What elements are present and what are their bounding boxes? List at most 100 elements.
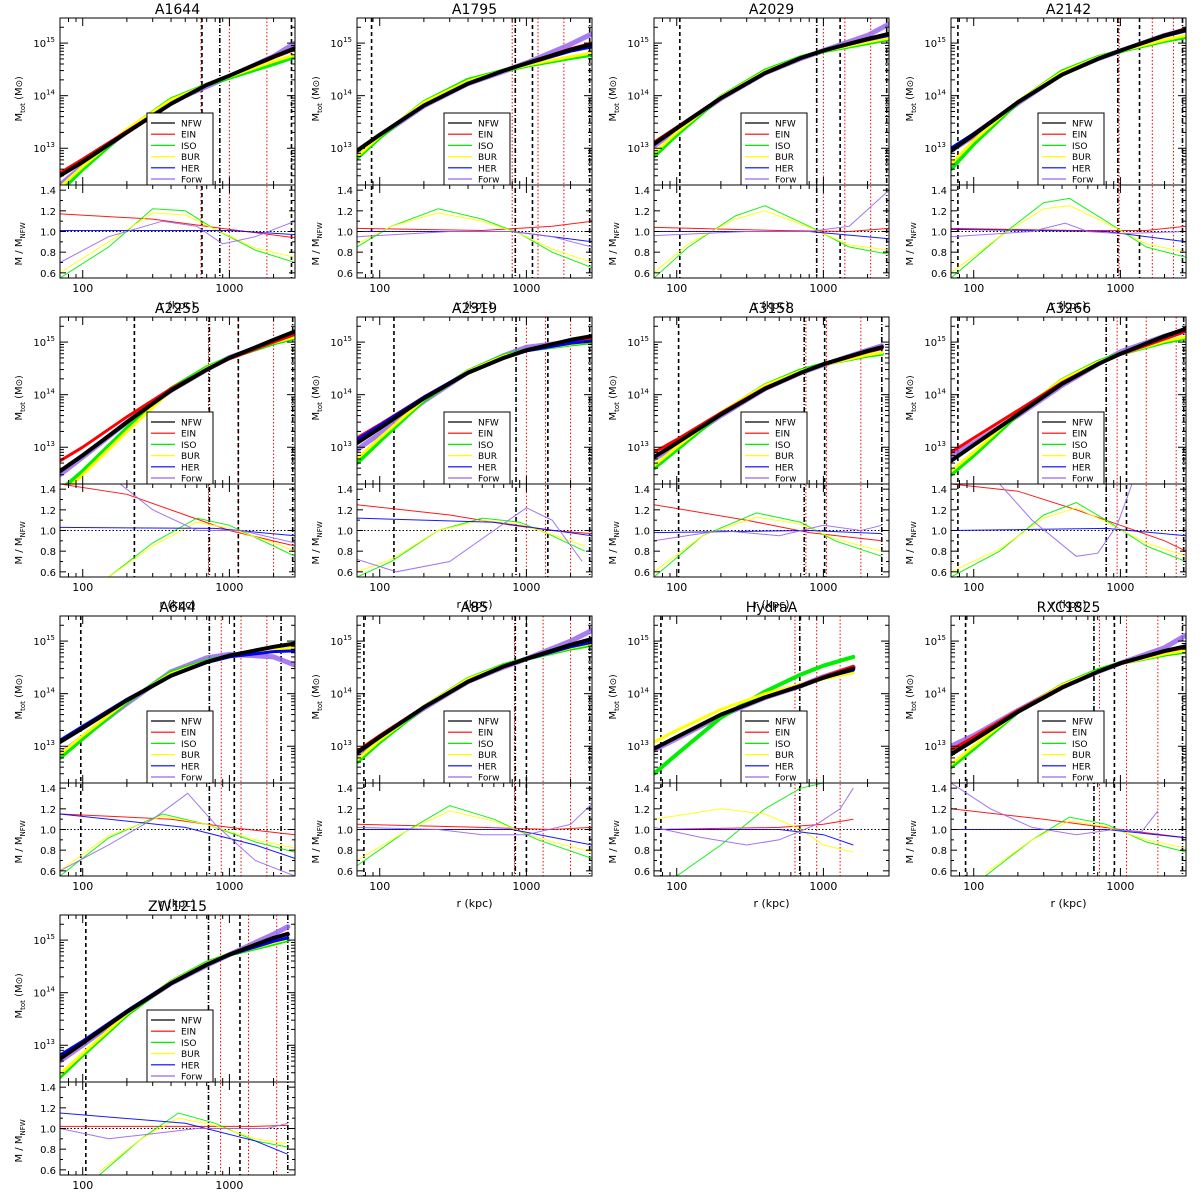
ratio-forw — [999, 484, 1133, 557]
ratio-ein — [60, 213, 295, 239]
ratio-curves — [654, 504, 889, 577]
legend-label: BUR — [478, 751, 497, 761]
ratio-bur — [108, 521, 295, 577]
legend-label: BUR — [775, 153, 794, 163]
ratio-tick-label: 1.4 — [634, 485, 650, 496]
legend-label: Forw — [775, 475, 796, 485]
legend-label: Forw — [181, 176, 202, 186]
x-axis-label: r (kpc) — [159, 897, 195, 910]
curve-nfw — [60, 46, 295, 178]
ratio-curves — [60, 208, 295, 278]
curve-nfw — [60, 932, 290, 1061]
mass-axis-label: Mtot (M⊙) — [608, 76, 621, 121]
x-tick-label: 100 — [963, 282, 984, 295]
ratio-tick-label: 1.2 — [40, 506, 56, 517]
ratio-forw — [357, 231, 592, 248]
mass-curves — [60, 40, 295, 185]
legend-label: BUR — [478, 153, 497, 163]
ratio-tick-label: 1.2 — [931, 506, 947, 517]
x-tick-label: 1000 — [809, 282, 837, 295]
mass-curves — [951, 632, 1186, 770]
ratio-tick-label: 1.0 — [40, 527, 56, 538]
mass-axis-label: Mtot (M⊙) — [14, 973, 27, 1018]
panel-a1795: A1795 100 1000 r (kpc) 1013 1014 1015 Mtot (M⊙)… — [311, 2, 593, 312]
y-tick-label: 1015 — [33, 335, 55, 349]
y-tick-label: 1013 — [33, 739, 55, 753]
panel-zw1215: ZW1215 100 1000 r (kpc) 1013 1014 1015 Mtot (M⊙… — [14, 899, 296, 1192]
ratio-tick-label: 1.0 — [40, 826, 56, 837]
ratio-axis-label: M / MNFW — [905, 521, 918, 564]
ratio-tick-label: 1.4 — [931, 784, 947, 795]
legend-label: Forw — [181, 774, 202, 784]
ratio-bur — [654, 210, 889, 274]
legend-label: HER — [478, 463, 497, 473]
ratio-tick-label: 1.2 — [634, 805, 650, 816]
ratio-tick-label: 0.6 — [634, 867, 650, 878]
panel-hydraa: HydraA 100 1000 r (kpc) 1013 1014 1015 Mtot (M⊙… — [608, 600, 890, 910]
x-axis-label: r (kpc) — [159, 299, 195, 312]
ratio-forw — [60, 1122, 288, 1140]
x-axis-label: r (kpc) — [456, 299, 492, 312]
x-tick-label: 100 — [72, 282, 93, 295]
ratio-tick-label: 1.0 — [40, 1125, 56, 1136]
curve-nfw — [357, 636, 592, 755]
y-tick-label: 1014 — [33, 388, 55, 402]
curve-nfw — [60, 641, 295, 745]
mass-axis-label: Mtot (M⊙) — [14, 76, 27, 121]
ratio-curves — [951, 484, 1186, 577]
x-tick-label: 1000 — [1106, 282, 1134, 295]
x-axis-label: r (kpc) — [159, 598, 195, 611]
legend-label: HER — [478, 164, 497, 174]
legend-label: HER — [181, 1061, 200, 1071]
ratio-axis-label: M / MNFW — [608, 820, 621, 863]
ratio-axis-label: M / MNFW — [311, 222, 324, 265]
ratio-iso — [357, 805, 592, 867]
ratio-bur — [357, 519, 585, 573]
legend-label: HER — [181, 164, 200, 174]
ratio-tick-label: 0.6 — [634, 568, 650, 579]
panel-title: RXC1825 — [1037, 600, 1101, 616]
ratio-her — [357, 517, 592, 537]
legend-label: Forw — [775, 176, 796, 186]
panel-a3266: A3266 100 1000 r (kpc) 1013 1014 1015 Mtot (M⊙)… — [905, 301, 1187, 611]
ratio-tick-label: 1.4 — [40, 186, 56, 197]
ratio-tick-label: 0.8 — [931, 547, 947, 558]
legend-box — [740, 710, 808, 784]
ratio-her — [60, 1112, 288, 1155]
ratio-axis-label: M / MNFW — [905, 222, 918, 265]
ratio-tick-label: 0.6 — [40, 1166, 56, 1177]
curve-nfw — [951, 27, 1186, 153]
legend-label: NFW — [1072, 120, 1093, 130]
legend-label: BUR — [1072, 751, 1091, 761]
ratio-her — [60, 230, 295, 236]
x-tick-label: 100 — [72, 1179, 93, 1192]
y-tick-label: 1015 — [33, 36, 55, 50]
curve-nfw — [654, 31, 889, 147]
legend-label: NFW — [478, 120, 499, 130]
mass-curves — [60, 329, 295, 484]
y-tick-label: 1015 — [924, 36, 946, 50]
ratio-her — [357, 829, 592, 846]
ratio-iso — [60, 208, 295, 278]
ratio-ein — [357, 220, 592, 232]
mass-curves — [654, 21, 889, 159]
y-tick-label: 1014 — [924, 388, 946, 402]
legend-label: HER — [181, 762, 200, 772]
ratio-her — [951, 829, 1186, 839]
ratio-iso — [654, 205, 889, 278]
x-axis-label: r (kpc) — [456, 897, 492, 910]
ratio-bur — [99, 1117, 288, 1173]
x-tick-label: 1000 — [215, 1179, 243, 1192]
legend-label: NFW — [478, 419, 499, 429]
ratio-bur — [654, 808, 854, 853]
y-tick-label: 1013 — [627, 739, 649, 753]
legend-box — [443, 710, 511, 784]
curve-nfw — [60, 329, 295, 474]
x-tick-label: 100 — [666, 282, 687, 295]
legend-label: NFW — [775, 120, 796, 130]
ratio-tick-label: 1.4 — [634, 784, 650, 795]
curve-nfw — [357, 42, 592, 153]
ratio-bur — [951, 507, 1186, 573]
